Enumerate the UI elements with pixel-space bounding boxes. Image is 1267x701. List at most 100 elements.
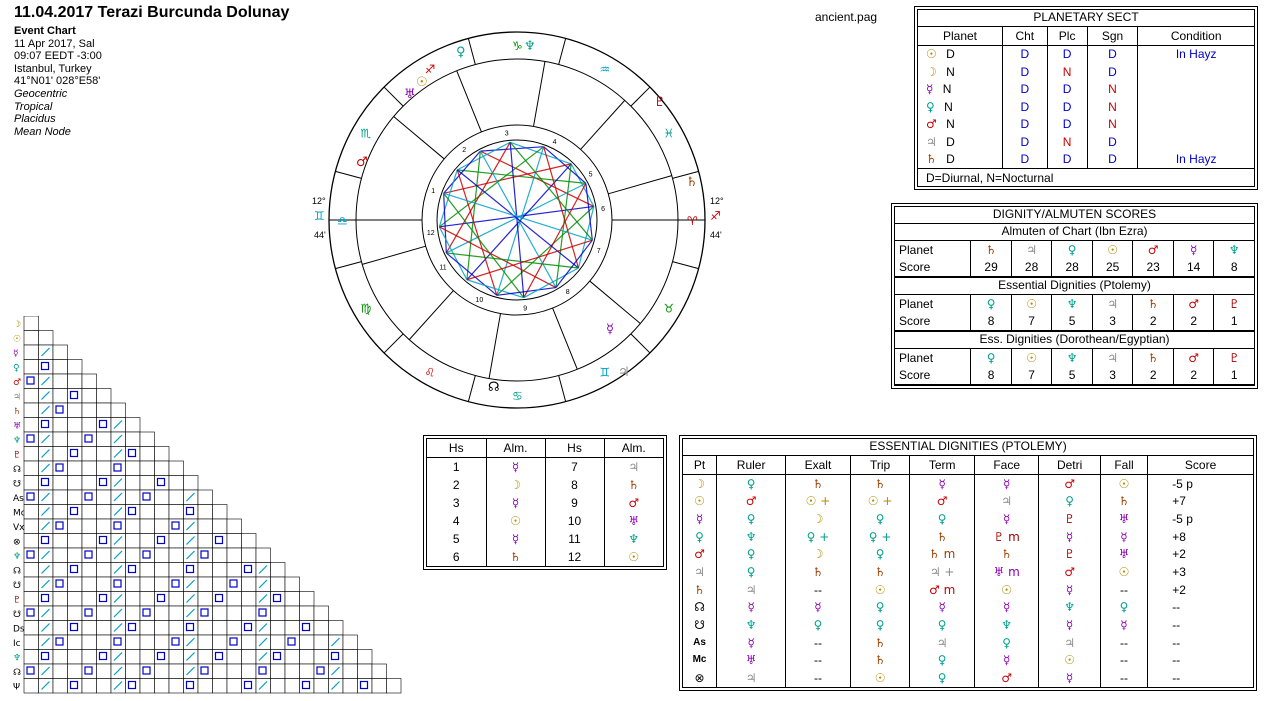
grid-cell <box>125 504 141 520</box>
aspect-mark <box>113 507 123 516</box>
grid-cell <box>154 562 170 578</box>
planet-glyph-icon: ♅ <box>1118 547 1130 562</box>
aspect-mark <box>98 593 108 603</box>
essential-header-cell: Term <box>909 456 975 475</box>
grid-cell <box>23 316 39 331</box>
sect-condition-cell <box>1137 133 1254 151</box>
aspect-mark <box>113 652 123 661</box>
planet-glyph-icon: ☉ <box>1026 350 1037 365</box>
house-number-cell: 8 <box>544 476 604 494</box>
grid-cell <box>284 678 300 694</box>
planet-glyph-icon: ♇ <box>1228 350 1240 365</box>
planet-glyph-icon: ♄ <box>812 476 824 491</box>
aspect-mark <box>142 550 151 559</box>
grid-cell <box>96 446 112 462</box>
grid-cell <box>23 344 39 360</box>
grid-planet-label: Ψ <box>13 683 20 693</box>
grid-cell <box>38 649 54 665</box>
chart-subtitle: Event Chart <box>14 25 76 37</box>
grid-cell <box>226 678 242 694</box>
aspect-mark <box>186 536 195 545</box>
aspect-mark <box>55 579 64 588</box>
essential-cell: ♅ m <box>973 563 1039 581</box>
aspect-mark <box>186 666 195 676</box>
essential-cell: ♅ <box>1099 510 1148 528</box>
house-number-label: 2 <box>462 147 466 154</box>
grid-cell <box>226 562 242 578</box>
grid-cell <box>23 678 39 694</box>
grid-cell <box>328 649 344 665</box>
house-number-cell: 10 <box>544 512 604 530</box>
essential-cell: ☉ <box>849 580 910 599</box>
aspect-mark <box>40 477 50 487</box>
grid-planet-label: ☋ <box>13 480 21 490</box>
chart-title: 11.04.2017 Terazi Burcunda Dolunay <box>14 4 290 21</box>
house-almuten-panel: Hs Alm. Hs Alm. 1 ☿ 7 ♃ 2 ☽ 8 ♄ 3 ☿ 9 ♂ 4 ☉ 10 ♅ 5 ☿ 11 ♆ 6 ♄ 12 ☉ <box>423 435 667 570</box>
grid-cell <box>38 359 54 375</box>
house-number-label: 6 <box>601 206 605 213</box>
asc-degree: 12° <box>312 196 326 206</box>
aspect-line <box>585 183 593 241</box>
aspect-grid[interactable]: ☽ ☉ ☿ ♀ ♂ ♃ ♄ ♅ ♆ ♇ ☊ ☋ As Mc Vx ⊗ ♆ ☊ ☋ ♇ ☋ Ds Ic ♆ ☊ Ψ <box>12 316 407 696</box>
grid-cell <box>81 431 97 447</box>
sect-planet-cell: ☽ N <box>918 63 1002 81</box>
sect-plc-cell: D <box>1046 150 1088 169</box>
aspect-mark <box>40 535 50 545</box>
planet-glyph-icon: ♆ <box>1001 618 1013 633</box>
planet-glyph-icon: ☉ <box>1107 242 1119 257</box>
grid-cell <box>313 649 329 665</box>
planet-glyph-icon: ♃ <box>1001 494 1013 509</box>
sect-planet-nature: N <box>942 117 955 132</box>
planet-glyph-icon: ☽ <box>510 478 521 492</box>
aspect-mark <box>55 405 64 414</box>
essential-cell: ♄ <box>849 474 910 493</box>
planet-glyph-icon: ☋ <box>694 618 705 633</box>
grid-cell <box>168 605 184 621</box>
grid-cell <box>241 591 257 607</box>
planet-glyph-icon: ♄ <box>510 550 521 564</box>
essential-cell: ♀ <box>849 598 910 617</box>
dignity-score-cell: 2 <box>1172 366 1214 385</box>
essential-cell: ♃ + <box>909 563 975 581</box>
dignity-planet-cell: ♃ <box>1010 241 1052 259</box>
grid-cell <box>139 460 155 476</box>
grid-cell <box>67 620 83 636</box>
planet-glyph-icon: ♆ <box>628 532 640 546</box>
aspect-line <box>466 279 524 299</box>
dignity-planet-cell: ♄ <box>1132 295 1174 313</box>
grid-cell <box>212 634 228 650</box>
aspect-ring <box>436 139 598 301</box>
grid-cell <box>197 678 213 694</box>
chart-info: Event Chart 11 Apr 2017, Sal 09:07 EEDT … <box>14 25 102 138</box>
aspect-line <box>577 206 595 269</box>
grid-cell <box>197 634 213 650</box>
house-almuten-cell: ♅ <box>603 512 663 530</box>
grid-cell <box>197 663 213 679</box>
grid-cell <box>226 547 242 563</box>
planet-glyph-icon: ♃ <box>936 635 948 650</box>
aspect-mark <box>316 666 325 675</box>
grid-cell <box>23 620 39 636</box>
grid-cell <box>52 460 68 476</box>
house-cusp-line <box>580 100 626 150</box>
dignity-score-label: Score <box>895 258 971 277</box>
planet-glyph-icon: ♀ <box>937 618 947 633</box>
essential-cell: ☿ <box>1099 616 1148 634</box>
planet-glyph-icon: ♄ <box>926 152 937 167</box>
grid-planet-label: ♆ <box>13 552 21 562</box>
grid-cell <box>212 605 228 621</box>
grid-cell <box>168 489 184 505</box>
sect-condition-cell <box>1137 63 1254 81</box>
sect-sgn-cell: D <box>1086 133 1138 151</box>
aspect-mark <box>185 564 195 574</box>
grid-cell <box>23 460 39 476</box>
sign-boundary <box>672 170 699 179</box>
sect-planet-cell: ☿ N <box>918 81 1002 99</box>
grid-cell <box>96 475 112 491</box>
grid-planet-label: Ic <box>13 639 21 649</box>
chart-date: 11 Apr 2017, Sal <box>14 37 95 50</box>
grid-cell <box>212 678 228 694</box>
grid-cell <box>96 678 112 694</box>
planet-glyph-icon: ♃ <box>1107 350 1119 365</box>
